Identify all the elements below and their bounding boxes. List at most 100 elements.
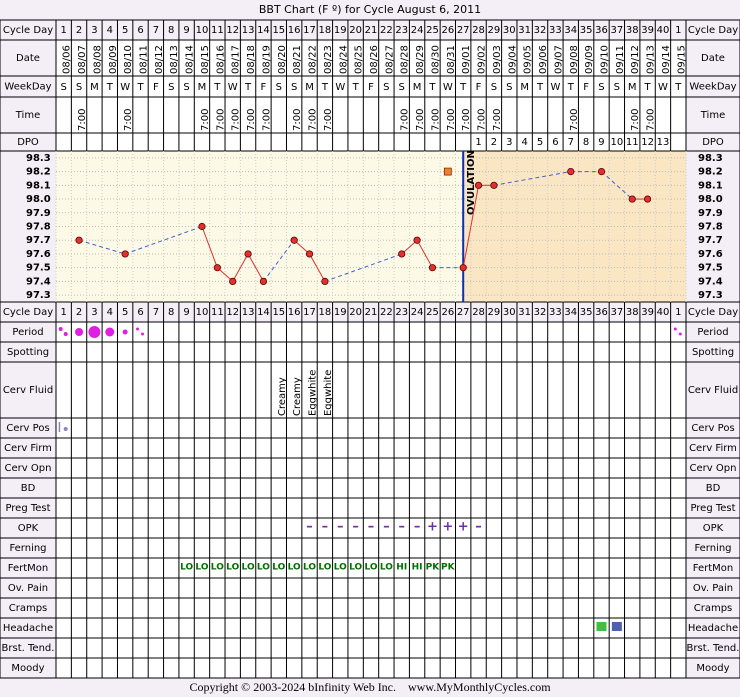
time: 7:00 bbox=[400, 109, 411, 131]
opk: – bbox=[306, 520, 313, 535]
weekday: S bbox=[614, 82, 620, 93]
weekday: M bbox=[520, 82, 529, 93]
cycle-day: 31 bbox=[518, 307, 531, 318]
period-icon bbox=[58, 327, 63, 331]
fertmon: LO bbox=[303, 563, 316, 573]
cycle-day: 16 bbox=[288, 307, 301, 318]
date: 08/20 bbox=[277, 45, 288, 74]
row-label: Cerv Fluid bbox=[3, 385, 53, 396]
row-label: Time bbox=[700, 110, 725, 121]
y-tick-label: 97.3 bbox=[698, 290, 723, 301]
period-icon bbox=[141, 332, 145, 336]
fertmon: HI bbox=[412, 563, 423, 573]
date: 08/14 bbox=[185, 45, 196, 74]
cycle-day: 24 bbox=[411, 25, 424, 36]
cycle-day: 17 bbox=[303, 25, 316, 36]
date: 08/13 bbox=[169, 45, 180, 74]
opk: – bbox=[383, 520, 390, 535]
dpo: 12 bbox=[641, 137, 654, 148]
period-icon bbox=[678, 332, 682, 336]
cycle-day: 31 bbox=[518, 25, 531, 36]
temp-point bbox=[305, 250, 314, 258]
post-ovulation-area bbox=[463, 151, 686, 302]
row-label: BD bbox=[21, 483, 36, 494]
date: 09/15 bbox=[676, 45, 687, 74]
temp-point bbox=[474, 181, 483, 189]
copyright: Copyright © 2003-2024 bInfinity Web Inc.… bbox=[189, 680, 551, 694]
cycle-day: 37 bbox=[610, 25, 623, 36]
opk: + bbox=[458, 520, 469, 535]
temp-point bbox=[567, 167, 575, 176]
date: 08/30 bbox=[430, 45, 441, 74]
temp-connector bbox=[493, 171, 571, 186]
cycle-day: 29 bbox=[488, 307, 501, 318]
temp-connector bbox=[201, 226, 218, 268]
row-label: Cycle Day bbox=[688, 25, 738, 36]
row-label: WeekDay bbox=[4, 82, 51, 93]
fertmon: LO bbox=[242, 563, 255, 573]
date: 09/09 bbox=[584, 45, 595, 74]
cycle-day: 7 bbox=[153, 25, 159, 36]
period-icon bbox=[75, 328, 84, 336]
table-body bbox=[56, 20, 686, 678]
cycle-day: 9 bbox=[183, 25, 189, 36]
cycle-day: 2 bbox=[76, 307, 82, 318]
cycle-day: 21 bbox=[365, 25, 378, 36]
temp-connector bbox=[462, 185, 480, 268]
row-label: Preg Test bbox=[5, 503, 50, 514]
cycle-day: 32 bbox=[534, 25, 547, 36]
weekday: S bbox=[598, 82, 604, 93]
row-label: Time bbox=[15, 110, 40, 121]
cycle-day: 26 bbox=[441, 307, 454, 318]
fertmon: LO bbox=[272, 563, 285, 573]
dpo: 4 bbox=[521, 137, 527, 148]
fertmon: LO bbox=[257, 563, 270, 573]
time: 7:00 bbox=[200, 109, 211, 131]
date: 09/05 bbox=[523, 45, 534, 74]
cycle-day: 4 bbox=[107, 25, 113, 36]
date: 09/08 bbox=[569, 45, 580, 74]
weekday: M bbox=[90, 82, 99, 93]
row-label: Preg Test bbox=[690, 503, 735, 514]
cycle-day: 40 bbox=[657, 307, 670, 318]
cycle-day: 8 bbox=[168, 25, 174, 36]
date: 08/16 bbox=[215, 45, 226, 74]
row-label: Cerv Opn bbox=[690, 463, 737, 474]
cycle-day: 12 bbox=[226, 25, 239, 36]
y-tick-label: 97.6 bbox=[698, 249, 723, 260]
row-label: Brst. Tend. bbox=[2, 643, 55, 654]
cycle-day: 17 bbox=[303, 307, 316, 318]
cycle-day: 11 bbox=[211, 25, 224, 36]
y-tick-label: 97.8 bbox=[26, 222, 51, 233]
cycle-day: 38 bbox=[626, 307, 639, 318]
cycle-day: 18 bbox=[319, 25, 332, 36]
row-label: Cerv Fluid bbox=[688, 385, 738, 396]
cycle-day: 10 bbox=[196, 307, 209, 318]
headache-icon bbox=[611, 622, 622, 631]
cycle-day: 37 bbox=[610, 307, 623, 318]
row-label: Ov. Pain bbox=[693, 583, 733, 594]
cycle-day: 9 bbox=[183, 307, 189, 318]
row-label: Headache bbox=[3, 623, 53, 634]
cycle-day: 6 bbox=[137, 25, 143, 36]
row-label: FertMon bbox=[8, 563, 48, 574]
row-label: Date bbox=[701, 53, 725, 64]
row-label: Ferning bbox=[9, 543, 46, 554]
cycle-day: 5 bbox=[122, 307, 128, 318]
row-label: BD bbox=[706, 483, 721, 494]
weekday: S bbox=[76, 82, 82, 93]
cycle-day: 18 bbox=[319, 307, 332, 318]
cycle-day: 14 bbox=[257, 25, 270, 36]
row-label: DPO bbox=[702, 137, 724, 148]
row-label: Cramps bbox=[9, 603, 48, 614]
y-tick-label: 97.7 bbox=[698, 235, 723, 246]
time: 7:00 bbox=[123, 109, 134, 131]
date: 08/27 bbox=[384, 45, 395, 74]
fertmon: LO bbox=[211, 563, 224, 573]
weekday: S bbox=[399, 82, 405, 93]
temp-point bbox=[121, 250, 129, 258]
cycle-day: 22 bbox=[380, 307, 393, 318]
chart-title: BBT Chart (F º) for Cycle August 6, 2011 bbox=[259, 3, 481, 16]
fertmon: LO bbox=[180, 563, 193, 573]
